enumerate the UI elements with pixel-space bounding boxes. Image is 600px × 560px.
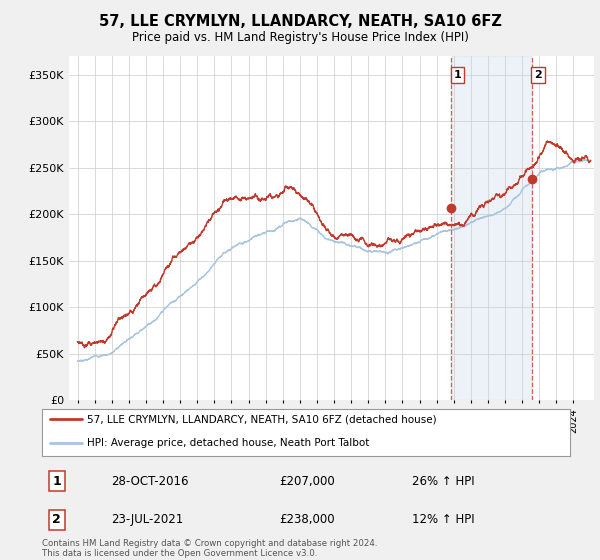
- Text: 12% ↑ HPI: 12% ↑ HPI: [412, 513, 474, 526]
- Text: 1: 1: [454, 70, 461, 80]
- Text: HPI: Average price, detached house, Neath Port Talbot: HPI: Average price, detached house, Neat…: [87, 438, 369, 448]
- Text: 2: 2: [52, 513, 61, 526]
- Text: 23-JUL-2021: 23-JUL-2021: [110, 513, 183, 526]
- Text: 57, LLE CRYMLYN, LLANDARCY, NEATH, SA10 6FZ: 57, LLE CRYMLYN, LLANDARCY, NEATH, SA10 …: [98, 14, 502, 29]
- Text: 57, LLE CRYMLYN, LLANDARCY, NEATH, SA10 6FZ (detached house): 57, LLE CRYMLYN, LLANDARCY, NEATH, SA10 …: [87, 414, 437, 424]
- Text: 2: 2: [534, 70, 542, 80]
- Text: £238,000: £238,000: [280, 513, 335, 526]
- Text: 26% ↑ HPI: 26% ↑ HPI: [412, 474, 474, 488]
- Text: 1: 1: [52, 474, 61, 488]
- Text: Price paid vs. HM Land Registry's House Price Index (HPI): Price paid vs. HM Land Registry's House …: [131, 31, 469, 44]
- Text: 28-OCT-2016: 28-OCT-2016: [110, 474, 188, 488]
- Text: £207,000: £207,000: [280, 474, 335, 488]
- Text: Contains HM Land Registry data © Crown copyright and database right 2024.
This d: Contains HM Land Registry data © Crown c…: [42, 539, 377, 558]
- Bar: [451, 56, 532, 400]
